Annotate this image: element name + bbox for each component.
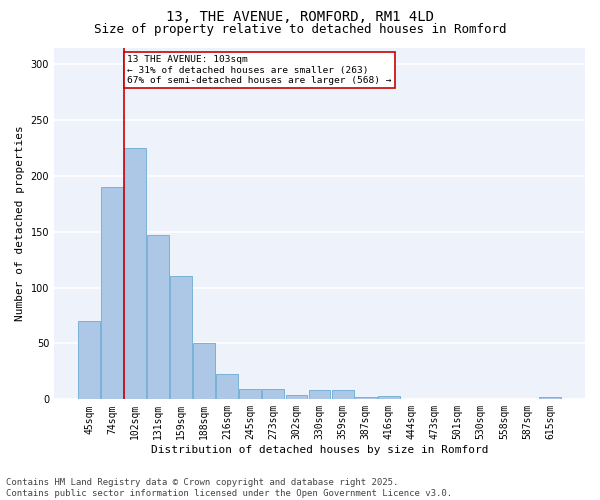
Bar xyxy=(332,390,353,400)
Bar xyxy=(217,374,238,400)
Bar xyxy=(78,321,100,400)
Bar xyxy=(147,235,169,400)
Bar xyxy=(355,397,377,400)
Y-axis label: Number of detached properties: Number of detached properties xyxy=(15,126,25,322)
Bar xyxy=(101,187,123,400)
Text: Contains HM Land Registry data © Crown copyright and database right 2025.
Contai: Contains HM Land Registry data © Crown c… xyxy=(6,478,452,498)
X-axis label: Distribution of detached houses by size in Romford: Distribution of detached houses by size … xyxy=(151,445,488,455)
Bar xyxy=(239,390,262,400)
Bar xyxy=(308,390,331,400)
Bar xyxy=(124,148,146,400)
Bar xyxy=(170,276,192,400)
Bar xyxy=(286,395,307,400)
Bar xyxy=(377,396,400,400)
Bar xyxy=(193,344,215,400)
Text: 13, THE AVENUE, ROMFORD, RM1 4LD: 13, THE AVENUE, ROMFORD, RM1 4LD xyxy=(166,10,434,24)
Text: Size of property relative to detached houses in Romford: Size of property relative to detached ho… xyxy=(94,22,506,36)
Bar xyxy=(539,397,561,400)
Bar xyxy=(262,390,284,400)
Text: 13 THE AVENUE: 103sqm
← 31% of detached houses are smaller (263)
67% of semi-det: 13 THE AVENUE: 103sqm ← 31% of detached … xyxy=(127,56,392,85)
